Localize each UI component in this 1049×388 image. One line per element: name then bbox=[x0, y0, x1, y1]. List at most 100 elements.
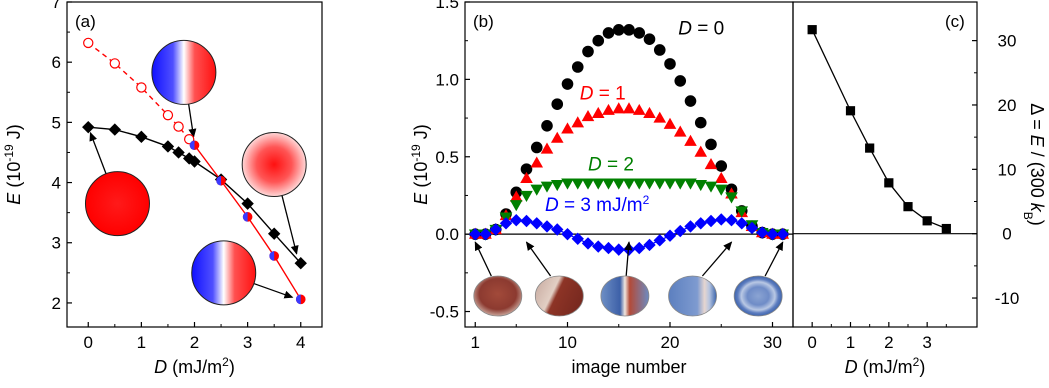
data-point bbox=[694, 116, 707, 129]
data-point bbox=[520, 214, 533, 228]
data-point bbox=[694, 217, 707, 230]
data-point bbox=[561, 178, 574, 190]
data-point bbox=[561, 78, 574, 90]
data-point bbox=[109, 58, 121, 69]
data-point bbox=[725, 192, 738, 204]
data-point bbox=[540, 181, 554, 193]
data-point bbox=[581, 110, 595, 122]
data-point bbox=[612, 102, 626, 114]
data-point bbox=[694, 180, 708, 192]
inset-arrow bbox=[89, 131, 107, 174]
plot-frame bbox=[792, 1, 978, 328]
data-point bbox=[704, 158, 718, 170]
series-label: D = 1 bbox=[580, 84, 626, 105]
data-point bbox=[715, 213, 728, 226]
data-point bbox=[294, 257, 307, 270]
data-point bbox=[694, 145, 708, 157]
data-point bbox=[756, 226, 769, 239]
panel-label: (b) bbox=[473, 12, 494, 31]
data-point bbox=[643, 178, 656, 190]
data-point bbox=[663, 117, 677, 129]
inset-magnetization-disk bbox=[151, 39, 217, 105]
panel-label: (a) bbox=[75, 12, 96, 31]
data-point bbox=[684, 95, 697, 107]
series-label: D = 3 mJ/m2 bbox=[545, 193, 650, 216]
data-point bbox=[161, 140, 175, 153]
x-tick-label: 1 bbox=[137, 333, 146, 352]
data-point bbox=[267, 227, 281, 240]
data-point bbox=[653, 44, 666, 56]
data-point bbox=[674, 75, 687, 87]
x-tick-label: 3 bbox=[922, 333, 931, 352]
data-point bbox=[216, 175, 226, 186]
data-point bbox=[653, 234, 666, 247]
data-point bbox=[530, 184, 544, 196]
snapshot-image bbox=[534, 275, 584, 317]
data-point bbox=[714, 184, 728, 196]
data-point bbox=[745, 221, 759, 235]
y-tick-label: 0 bbox=[1002, 225, 1011, 244]
y-tick-label: -10 bbox=[995, 289, 1020, 308]
data-point bbox=[653, 111, 667, 123]
data-point bbox=[561, 227, 574, 241]
data-point bbox=[295, 294, 306, 305]
x-tick-label: 4 bbox=[296, 333, 305, 352]
data-point bbox=[884, 178, 894, 188]
y-tick-label: 5 bbox=[52, 113, 61, 132]
data-point bbox=[664, 58, 676, 70]
data-point bbox=[571, 178, 585, 190]
snapshot-arrow bbox=[474, 241, 492, 277]
data-point bbox=[581, 237, 595, 250]
data-point bbox=[632, 178, 646, 190]
data-point bbox=[582, 45, 594, 58]
inset-magnetization-disk bbox=[191, 240, 257, 306]
data-point bbox=[520, 171, 533, 184]
data-point bbox=[623, 24, 635, 36]
snapshot-image bbox=[473, 275, 523, 317]
data-point bbox=[469, 227, 482, 241]
y-tick-label: -0.5 bbox=[430, 303, 459, 322]
data-point bbox=[612, 243, 625, 256]
inset-arrow bbox=[281, 195, 299, 255]
data-point bbox=[766, 227, 779, 241]
y-tick-label: 30 bbox=[998, 32, 1017, 51]
inset-arrow bbox=[253, 282, 294, 299]
data-point bbox=[643, 106, 656, 119]
panel-c: 0 1 2 3 -10 0 10 20 30 (c) D (mJ/m2) Δ = E / (300 k… bbox=[792, 1, 1047, 377]
data-point bbox=[479, 227, 492, 241]
data-point bbox=[602, 178, 615, 190]
data-point bbox=[581, 178, 595, 190]
panel-b: 1 10 20 30 -0.5 0.0 0.5 1.0 1.5 (b) image number E … bbox=[409, 0, 794, 377]
data-point bbox=[653, 178, 667, 190]
data-point bbox=[83, 37, 94, 49]
panel-label: (c) bbox=[945, 12, 965, 31]
data-point bbox=[530, 141, 543, 154]
snapshot-image bbox=[600, 275, 650, 317]
data-point bbox=[632, 103, 646, 115]
data-point bbox=[269, 251, 279, 261]
data-point bbox=[173, 121, 184, 132]
y-tick-label: 1.0 bbox=[435, 70, 459, 89]
y-axis-label: Δ = E / (300 kB) bbox=[1021, 103, 1047, 226]
data-point bbox=[663, 178, 677, 190]
data-point bbox=[715, 160, 728, 172]
y-tick-label: 6 bbox=[52, 53, 61, 72]
data-point bbox=[172, 146, 185, 159]
data-point bbox=[561, 122, 574, 134]
data-point bbox=[136, 82, 147, 93]
data-point bbox=[571, 61, 584, 73]
x-tick-label: 10 bbox=[558, 333, 577, 352]
data-point bbox=[571, 232, 584, 245]
snapshot-arrow bbox=[701, 241, 733, 277]
data-point bbox=[135, 130, 148, 144]
data-point bbox=[673, 178, 687, 190]
x-axis-label: D (mJ/m2) bbox=[845, 355, 926, 377]
data-point bbox=[188, 155, 201, 168]
data-point bbox=[612, 178, 626, 190]
data-point bbox=[622, 178, 636, 190]
data-point bbox=[735, 206, 749, 218]
data-point bbox=[725, 214, 738, 227]
x-tick-label: 2 bbox=[190, 333, 199, 352]
snapshot-image bbox=[733, 275, 783, 317]
